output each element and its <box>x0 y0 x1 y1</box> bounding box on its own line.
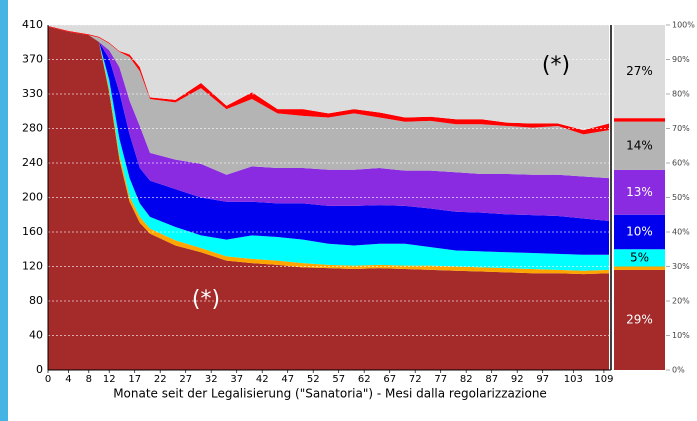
x-tick-label: 0 <box>45 374 51 385</box>
y-tick-label: 160 <box>22 225 43 238</box>
y2-tick-label: 30% <box>672 262 690 271</box>
annotation: (*) <box>542 53 570 78</box>
x-tick-label: 37 <box>230 374 243 385</box>
share-segment <box>614 269 665 370</box>
y2-tick-label: 10% <box>672 331 690 340</box>
share-label: 5% <box>630 250 649 264</box>
x-tick-label: 22 <box>154 374 167 385</box>
y-tick-label: 240 <box>22 156 43 169</box>
x-tick-label: 47 <box>281 374 294 385</box>
x-axis-label: Monate seit der Legalisierung ("Sanatori… <box>113 387 547 401</box>
y-tick-label: 330 <box>22 87 43 100</box>
area <box>48 25 609 131</box>
y2-tick-label: 100% <box>672 21 695 30</box>
y-tick-label: 410 <box>22 18 43 31</box>
y2-tick-label: 0% <box>672 366 685 375</box>
x-tick-label: 12 <box>103 374 116 385</box>
y-tick-label: 200 <box>22 191 43 204</box>
x-tick-label: 103 <box>564 374 583 385</box>
y-tick-label: 370 <box>22 53 43 66</box>
y2-tick-label: 90% <box>672 55 690 64</box>
y2-tick-label: 50% <box>672 193 690 202</box>
x-tick-label: 97 <box>536 374 549 385</box>
area <box>48 25 609 135</box>
share-segment <box>614 214 665 250</box>
area <box>48 26 609 222</box>
y-tick-label: 80 <box>29 294 43 307</box>
x-tick-label: 27 <box>179 374 192 385</box>
share-segment <box>614 121 665 170</box>
share-segment <box>614 266 665 270</box>
y2-tick-label: 70% <box>672 124 690 133</box>
y2-tick-label: 40% <box>672 228 690 237</box>
y-tick-label: 40 <box>29 329 43 342</box>
area <box>48 26 609 179</box>
annotation: (*) <box>192 287 220 312</box>
y2-tick-label: 80% <box>672 90 690 99</box>
x-tick-label: 82 <box>460 374 473 385</box>
x-tick-label: 57 <box>332 374 345 385</box>
share-label: 10% <box>626 225 653 239</box>
x-tick-label: 17 <box>128 374 141 385</box>
share-segment <box>614 118 665 122</box>
x-tick-label: 4 <box>65 374 71 385</box>
x-tick-label: 77 <box>434 374 447 385</box>
x-tick-label: 87 <box>485 374 498 385</box>
y-tick-label: 280 <box>22 122 43 135</box>
x-tick-label: 62 <box>358 374 371 385</box>
x-tick-label: 72 <box>409 374 422 385</box>
share-segment <box>614 169 665 215</box>
x-tick-label: 92 <box>511 374 524 385</box>
x-tick-label: 32 <box>205 374 218 385</box>
y2-tick-label: 20% <box>672 297 690 306</box>
x-tick-label: 52 <box>307 374 320 385</box>
y2-tick-label: 60% <box>672 159 690 168</box>
share-label: 27% <box>626 64 653 78</box>
share-segment <box>614 25 665 119</box>
x-tick-label: 42 <box>256 374 269 385</box>
x-tick-label: 67 <box>383 374 396 385</box>
share-label: 13% <box>626 185 653 199</box>
share-segment <box>614 249 665 267</box>
y-tick-label: 0 <box>36 363 43 376</box>
share-label: 29% <box>626 312 653 326</box>
x-tick-label: 109 <box>594 374 613 385</box>
share-label: 14% <box>626 138 653 152</box>
y-tick-label: 120 <box>22 260 43 273</box>
x-tick-label: 8 <box>86 374 92 385</box>
side-strip <box>0 0 8 421</box>
area <box>48 26 609 371</box>
